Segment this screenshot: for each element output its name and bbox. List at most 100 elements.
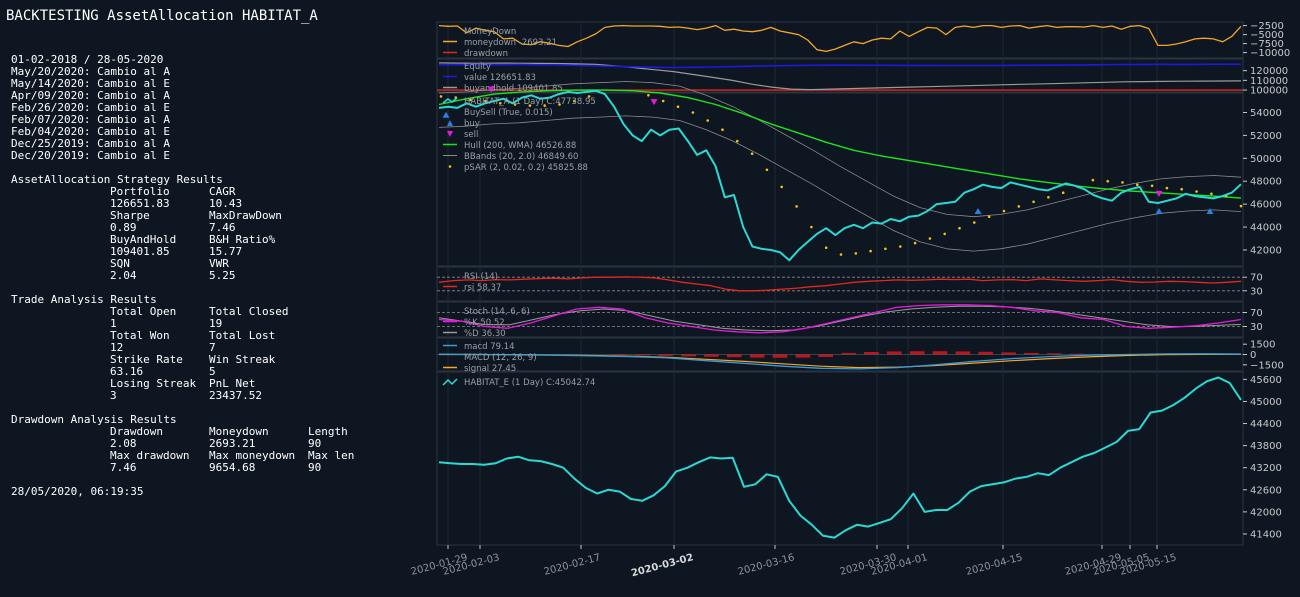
- y-tick-label: −10000: [1250, 48, 1290, 59]
- change-entry: May/14/2020: Cambio al E: [11, 77, 170, 90]
- x-tick-label: 2020-03-02: [630, 552, 695, 579]
- trades-cell: 3: [110, 389, 117, 402]
- drawdown-cell: 90: [308, 437, 322, 450]
- macd-histogram-bar: [635, 354, 651, 356]
- y-tick-label: −1500: [1250, 360, 1284, 371]
- moneydown-line: [438, 24, 1242, 53]
- legend-label: pSAR (2, 0.02, 0.2) 45825.88: [464, 163, 588, 173]
- strategy-cell: 5.25: [209, 269, 236, 282]
- y-tick-label: 46000: [1250, 200, 1282, 211]
- legend-label: Hull (200, WMA) 46526.88: [464, 141, 576, 151]
- report-timestamp: 28/05/2020, 06:19:35: [11, 485, 144, 498]
- bbands-lower-line: [438, 115, 1242, 252]
- psar-dot: [1121, 181, 1124, 184]
- trades-cell: Losing Streak: [110, 377, 197, 390]
- psar-dot: [1165, 186, 1169, 190]
- strategy-cell: MaxDrawDown: [209, 209, 282, 222]
- y-tick-label: 52000: [1250, 131, 1282, 142]
- macd-histogram-bar: [955, 351, 971, 355]
- psar-dot: [943, 232, 946, 236]
- habitat-e-close-line: [438, 376, 1242, 539]
- psar-dot: [750, 152, 754, 155]
- macd-histogram-bar: [1001, 352, 1016, 355]
- sell-marker: [487, 86, 495, 93]
- legend-label: value 126651.83: [464, 73, 536, 83]
- drawdown-cell: Drawdown: [110, 425, 163, 438]
- habitat-a-close-line: [438, 89, 1242, 262]
- legend-swatch: [447, 131, 453, 137]
- stoch-k-line: [438, 304, 1242, 334]
- psar-dot: [528, 104, 532, 107]
- psar-dot: [573, 99, 576, 103]
- psar-dot: [647, 94, 650, 97]
- psar-dot: [795, 205, 798, 208]
- psar-dot: [1210, 192, 1213, 196]
- strategy-cell: SQN: [110, 257, 130, 270]
- legend-label: signal 27.45: [464, 364, 516, 374]
- psar-dot: [1195, 190, 1198, 193]
- macd-histogram-bar: [658, 354, 673, 356]
- psar-dot: [810, 225, 813, 229]
- legend-label: MACD (12, 26, 9): [464, 353, 537, 363]
- psar-dot: [899, 245, 902, 248]
- macd-histogram-bar: [795, 354, 811, 358]
- legend-label: %D 36.30: [464, 329, 506, 339]
- y-tick-label: 45000: [1250, 397, 1282, 408]
- strategy-cell: BuyAndHold: [110, 233, 177, 246]
- legend-label: drawdown: [464, 49, 508, 59]
- macd-histogram-bar: [772, 354, 788, 358]
- trades-cell: 63.16: [110, 365, 144, 378]
- page-title: BACKTESTING AssetAllocation HABITAT_A: [6, 8, 318, 24]
- psar-dot: [706, 119, 709, 122]
- trades-heading: Trade Analysis Results: [11, 293, 157, 306]
- strategy-cell: 126651.83: [110, 197, 170, 210]
- psar-dot: [513, 103, 517, 106]
- drawdown-cell: Max moneydown: [209, 449, 296, 462]
- strategy-cell: B&H Ratio%: [209, 233, 276, 246]
- psar-dot: [765, 168, 769, 172]
- drawdown-heading: Drawdown Analysis Results: [11, 413, 177, 426]
- y-tick-label: 30: [1250, 322, 1263, 333]
- trades-cell: 12: [110, 341, 124, 354]
- psar-dot: [913, 241, 917, 245]
- strategy-cell: 109401.85: [110, 245, 170, 258]
- change-entry: Dec/25/2019: Cambio al A: [11, 137, 170, 150]
- y-tick-label: 70: [1250, 308, 1263, 319]
- psar-dot: [439, 95, 443, 98]
- drawdown-cell: 2693.21: [209, 437, 256, 450]
- psar-dot: [987, 215, 991, 218]
- y-tick-label: 44400: [1250, 419, 1282, 430]
- macd-signal-line: [439, 353, 1242, 369]
- strategy-cell: CAGR: [209, 185, 236, 198]
- legend-label: BBands (20, 2.0) 46849.60: [464, 152, 578, 162]
- y-tick-label: 50000: [1250, 154, 1282, 165]
- buy-marker: [442, 111, 450, 118]
- psar-dot: [1061, 191, 1065, 194]
- legend-label: Equity: [464, 62, 491, 72]
- trades-cell: Strike Rate: [110, 353, 183, 366]
- legend-swatch: [442, 378, 458, 386]
- buy-marker: [974, 207, 982, 214]
- change-entry: May/20/2020: Cambio al A: [11, 65, 170, 78]
- buyandhold-line: [438, 62, 1242, 91]
- change-entry: Feb/26/2020: Cambio al E: [11, 101, 170, 114]
- psar-dot: [691, 111, 695, 114]
- drawdown-table: Drawdown Moneydown Length 2.08 2693.21 90 Ma…: [11, 425, 354, 474]
- legend-label: MoneyDown: [464, 27, 516, 37]
- psar-dot: [973, 221, 976, 224]
- trades-cell: 19: [209, 317, 223, 330]
- macd-histogram-bar: [749, 354, 765, 358]
- y-tick-label: 1500: [1250, 340, 1275, 351]
- macd-histogram-bar: [887, 351, 902, 355]
- trades-cell: 23437.52: [209, 389, 262, 402]
- legend-swatch: [448, 165, 452, 168]
- y-tick-label: 42000: [1250, 507, 1282, 518]
- legend-label: sell: [464, 130, 478, 140]
- psar-dot: [484, 99, 487, 103]
- psar-dot: [884, 247, 887, 251]
- macd-histogram-bar: [1024, 352, 1039, 355]
- drawdown-cell: 9654.68: [209, 461, 256, 474]
- trades-cell: 5: [209, 365, 216, 378]
- legend-label: HABITAT_E (1 Day) C:45042.74: [464, 378, 595, 388]
- y-tick-label: 43800: [1250, 441, 1282, 452]
